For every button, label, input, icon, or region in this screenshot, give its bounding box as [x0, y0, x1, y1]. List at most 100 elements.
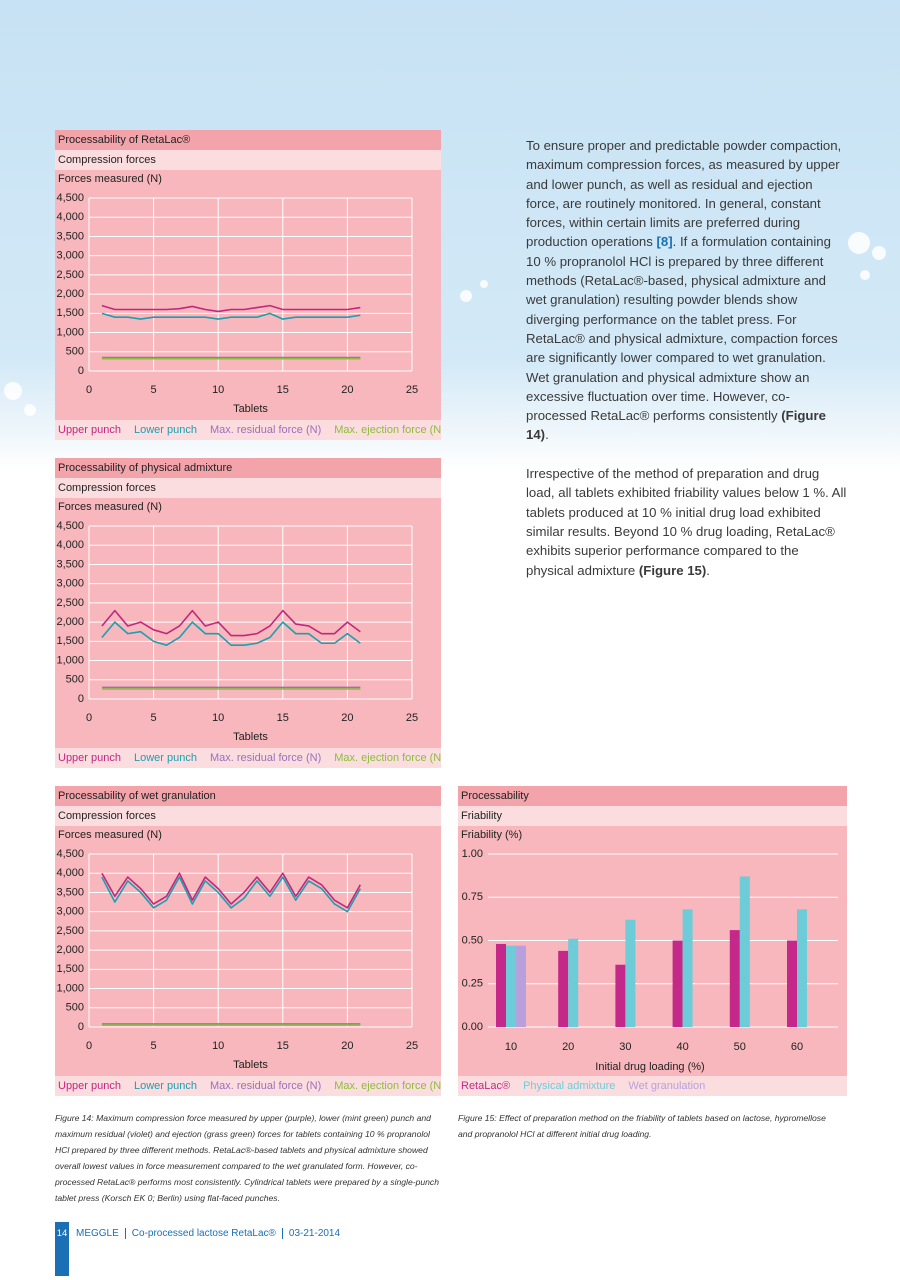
- y-tick-label: 2,500: [56, 269, 84, 281]
- x-tick-label: 5: [151, 1040, 157, 1052]
- legend-row: [55, 1076, 441, 1096]
- x-axis-label: Tablets: [233, 731, 268, 743]
- y-tick-label: 3,500: [56, 558, 84, 570]
- y-axis-label: Forces measured (N): [58, 501, 162, 513]
- y-tick-label: 1,500: [56, 963, 84, 975]
- text-run: (Figure 14): [526, 408, 826, 443]
- bubble: [872, 246, 886, 260]
- title-row: [458, 786, 847, 806]
- chart-subtitle: Friability: [461, 810, 502, 822]
- y-tick-label: 1,500: [56, 307, 84, 319]
- data-line: [101, 621, 361, 646]
- x-tick-label: 20: [341, 712, 353, 724]
- chart-panel: Processability of physical admixture Comp…: [55, 458, 441, 768]
- caption-label: Figure 14:: [55, 1113, 94, 1123]
- text-run: . If a formulation containing 10 % propr…: [526, 234, 838, 424]
- y-tick-label: 4,000: [56, 211, 84, 223]
- chart-title: Processability of physical admixture: [58, 462, 232, 474]
- y-axis-label: Friability (%): [461, 829, 522, 841]
- x-tick-label: 40: [676, 1041, 688, 1053]
- legend-entry: Max. residual force (N): [210, 1080, 321, 1092]
- data-line: [101, 876, 362, 913]
- x-axis-label: Tablets: [233, 1059, 268, 1071]
- legend-entry: Max. ejection force (N): [334, 424, 441, 436]
- chart-panel: Processability of RetaLac® Compression fo…: [55, 130, 441, 440]
- bar: [496, 943, 506, 1027]
- legend-entry: Lower punch: [134, 752, 197, 764]
- footer-line: MEGGLE Co-processed lactose RetaLac® 03-21…: [76, 1228, 341, 1239]
- page-number: 14: [55, 1222, 69, 1276]
- date: 03-21-2014: [281, 1228, 341, 1239]
- subtitle-row: [55, 478, 441, 498]
- legend-entry: Max. ejection force (N): [334, 752, 441, 764]
- legend-entry: Upper punch: [58, 424, 121, 436]
- y-tick-label: 4,000: [56, 539, 84, 551]
- bar: [568, 938, 579, 1027]
- chart-title: Processability of RetaLac®: [58, 134, 190, 146]
- chart-subtitle: Compression forces: [58, 482, 156, 494]
- y-tick-label: 0.25: [462, 978, 483, 990]
- legend-entry: Lower punch: [134, 424, 197, 436]
- x-axis-label: Initial drug loading (%): [595, 1061, 704, 1073]
- y-axis-label: Forces measured (N): [58, 173, 162, 185]
- x-tick-label: 20: [341, 1040, 353, 1052]
- bubble: [480, 280, 488, 288]
- data-line: [101, 872, 362, 909]
- body-text: To ensure proper and predictable powder …: [526, 136, 848, 599]
- x-tick-label: 25: [406, 712, 418, 724]
- data-line: [101, 312, 361, 320]
- y-tick-label: 1,000: [56, 326, 84, 338]
- bar: [615, 964, 626, 1027]
- y-tick-label: 2,000: [56, 616, 84, 628]
- bar: [672, 940, 683, 1027]
- y-tick-label: 0: [78, 365, 84, 377]
- reference-link[interactable]: [8]: [656, 234, 673, 250]
- bar: [797, 909, 807, 1027]
- brand: MEGGLE: [76, 1228, 119, 1239]
- plot-background: [55, 170, 441, 420]
- x-tick-label: 15: [277, 384, 289, 396]
- y-axis-label: Forces measured (N): [58, 829, 162, 841]
- bubble: [460, 290, 472, 302]
- legend-entry: Upper punch: [58, 752, 121, 764]
- chart-subtitle: Compression forces: [58, 154, 156, 166]
- x-tick-label: 10: [212, 384, 224, 396]
- legend-entry: Max. ejection force (N): [334, 1080, 441, 1092]
- y-tick-label: 2,500: [56, 597, 84, 609]
- bubble: [848, 232, 870, 254]
- bar: [558, 950, 569, 1027]
- legend-entry: Wet granulation: [628, 1080, 705, 1092]
- bar: [516, 945, 526, 1027]
- y-tick-label: 0.50: [462, 934, 483, 946]
- legend-entry: Upper punch: [58, 1080, 121, 1092]
- x-tick-label: 10: [212, 712, 224, 724]
- bubble: [24, 404, 36, 416]
- x-tick-label: 0: [86, 1040, 92, 1052]
- bar: [506, 945, 516, 1027]
- y-tick-label: 1,000: [56, 654, 84, 666]
- x-tick-label: 0: [86, 384, 92, 396]
- bubble: [4, 382, 22, 400]
- y-tick-label: 4,000: [56, 867, 84, 879]
- y-tick-label: 2,000: [56, 288, 84, 300]
- y-tick-label: 500: [66, 1002, 84, 1014]
- legend-row: [458, 1076, 847, 1096]
- title-row: [55, 130, 441, 150]
- bar: [729, 930, 740, 1027]
- data-line: [101, 304, 361, 313]
- plot-background: [55, 498, 441, 748]
- bar: [625, 919, 636, 1027]
- y-tick-label: 3,000: [56, 578, 84, 590]
- x-tick-label: 15: [277, 712, 289, 724]
- legend-row: [55, 748, 441, 768]
- legend-row: [55, 420, 441, 440]
- plot-background: [55, 826, 441, 1076]
- bar: [682, 909, 693, 1027]
- y-tick-label: 3,000: [56, 250, 84, 262]
- y-tick-label: 1.00: [462, 848, 483, 860]
- x-tick-label: 50: [734, 1041, 746, 1053]
- legend-entry: Lower punch: [134, 1080, 197, 1092]
- paragraph: To ensure proper and predictable powder …: [526, 136, 848, 445]
- bar: [787, 940, 797, 1027]
- y-tick-label: 0: [78, 693, 84, 705]
